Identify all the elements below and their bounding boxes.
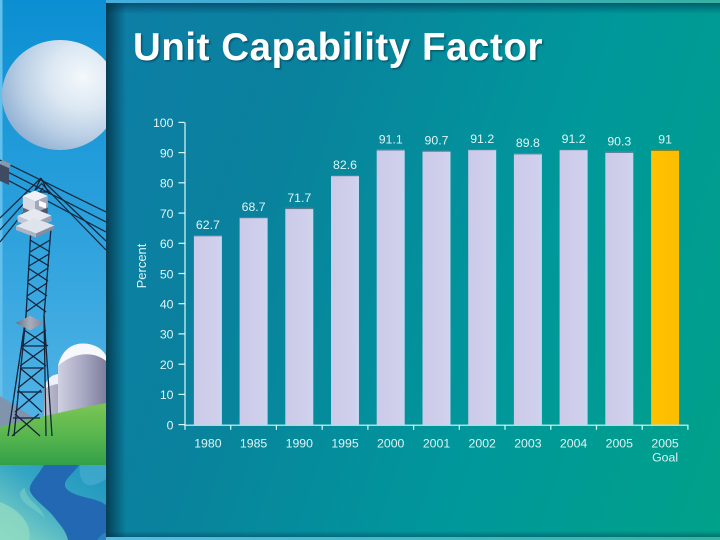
svg-text:60: 60	[160, 237, 174, 251]
svg-text:71.7: 71.7	[287, 191, 311, 205]
svg-text:70: 70	[160, 207, 174, 221]
svg-text:62.7: 62.7	[196, 218, 220, 232]
svg-text:90.3: 90.3	[607, 135, 631, 149]
svg-text:80: 80	[160, 177, 174, 191]
svg-text:68.7: 68.7	[242, 200, 266, 214]
svg-text:1985: 1985	[240, 436, 268, 450]
svg-text:91.2: 91.2	[470, 132, 494, 146]
svg-text:91.1: 91.1	[379, 132, 403, 146]
svg-text:2003: 2003	[514, 436, 542, 450]
svg-text:0: 0	[167, 418, 174, 432]
svg-text:82.6: 82.6	[333, 158, 357, 172]
svg-text:40: 40	[160, 298, 174, 312]
svg-text:50: 50	[160, 267, 174, 281]
svg-text:2002: 2002	[469, 436, 497, 450]
svg-text:1995: 1995	[331, 436, 359, 450]
svg-text:30: 30	[160, 328, 174, 342]
svg-text:90.7: 90.7	[425, 134, 449, 148]
svg-text:2004: 2004	[560, 436, 588, 450]
svg-text:Goal: Goal	[652, 450, 678, 464]
svg-text:91.2: 91.2	[562, 132, 586, 146]
svg-text:2000: 2000	[377, 436, 405, 450]
svg-text:1980: 1980	[194, 436, 222, 450]
svg-text:20: 20	[160, 358, 174, 372]
svg-text:90: 90	[160, 146, 174, 160]
svg-text:100: 100	[153, 116, 174, 130]
svg-text:Percent: Percent	[134, 243, 149, 288]
svg-text:91: 91	[658, 133, 672, 147]
svg-text:2005: 2005	[651, 436, 679, 450]
svg-text:1990: 1990	[286, 436, 314, 450]
svg-text:2001: 2001	[423, 436, 451, 450]
svg-text:2005: 2005	[606, 436, 634, 450]
svg-text:89.8: 89.8	[516, 136, 540, 150]
svg-text:10: 10	[160, 388, 174, 402]
